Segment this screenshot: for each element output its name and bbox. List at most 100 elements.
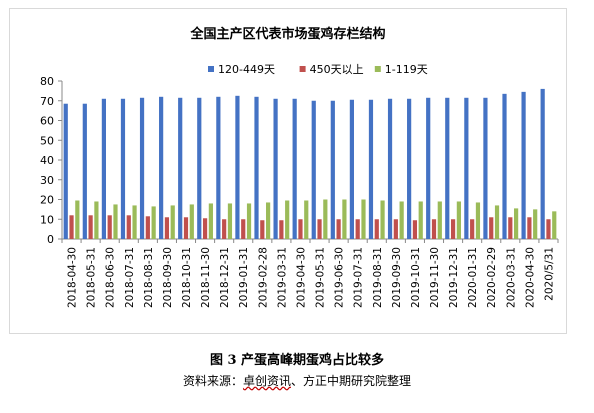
bar-age-120-449 bbox=[139, 97, 145, 239]
x-tick-label: 2019-05-31 bbox=[315, 247, 327, 308]
chart-frame: 全国主产区代表市场蛋鸡存栏结构 0 10 20 30 40 50 60 70 80 2018-04… bbox=[9, 8, 567, 334]
bar-age-450-plus bbox=[374, 219, 379, 239]
bar-age-450-plus bbox=[431, 219, 437, 239]
legend-label: 1-119天 bbox=[385, 63, 428, 76]
bar-age-120-449 bbox=[330, 100, 335, 239]
bar-age-450-plus bbox=[164, 217, 170, 239]
bar-age-120-449 bbox=[407, 98, 412, 240]
x-tick-label: 2020-01-31 bbox=[467, 247, 479, 308]
x-tick-label: 2019-07-31 bbox=[353, 247, 365, 308]
bar-age-120-449 bbox=[368, 99, 374, 239]
x-tick-label: 2018-09-30 bbox=[162, 247, 174, 308]
bar-age-450-plus bbox=[241, 219, 246, 239]
bar-age-120-449 bbox=[311, 100, 316, 239]
y-tick-label: 60 bbox=[40, 115, 54, 128]
bar-age-1-119 bbox=[418, 201, 423, 239]
bar-age-1-119 bbox=[266, 202, 271, 239]
bar-age-1-119 bbox=[380, 200, 385, 239]
x-tick-label: 2018-12-31 bbox=[219, 247, 231, 308]
y-tick-label: 50 bbox=[40, 134, 54, 147]
bar-age-450-plus bbox=[336, 219, 341, 239]
legend-swatch bbox=[374, 66, 381, 72]
chart-title: 全国主产区代表市场蛋鸡存栏结构 bbox=[190, 27, 386, 42]
x-tick-label: 2019-02-28 bbox=[257, 247, 269, 308]
bar-age-1-119 bbox=[208, 203, 213, 239]
bar-age-1-119 bbox=[227, 203, 233, 239]
x-tick-label: 2018-06-30 bbox=[105, 247, 117, 308]
bar-age-1-119 bbox=[533, 209, 538, 239]
x-tick-label: 2019-01-31 bbox=[238, 247, 250, 308]
x-tick-label: 2018-08-31 bbox=[143, 247, 155, 308]
bar-age-1-119 bbox=[437, 201, 442, 239]
bar-age-120-449 bbox=[445, 97, 450, 239]
bar-age-1-119 bbox=[494, 205, 500, 239]
y-tick-label: 40 bbox=[40, 154, 54, 167]
bar-age-120-449 bbox=[159, 96, 164, 239]
bar-age-120-449 bbox=[292, 98, 297, 240]
bar-age-450-plus bbox=[222, 219, 227, 239]
legend-swatch bbox=[299, 66, 306, 72]
y-tick-label: 20 bbox=[40, 194, 54, 207]
bar-age-1-119 bbox=[132, 205, 137, 239]
bar-age-1-119 bbox=[94, 201, 99, 239]
x-tick-label: 2019-11-30 bbox=[429, 247, 441, 308]
bar-age-1-119 bbox=[170, 205, 175, 239]
y-tick-label: 10 bbox=[40, 213, 54, 226]
bar-age-120-449 bbox=[63, 103, 68, 240]
bar-age-450-plus bbox=[126, 215, 131, 239]
y-tick-label: 0 bbox=[47, 233, 54, 246]
bar-age-450-plus bbox=[450, 219, 456, 239]
bar-age-450-plus bbox=[489, 217, 494, 239]
legend-swatch bbox=[208, 66, 214, 72]
bar-age-120-449 bbox=[254, 96, 259, 239]
bar-age-120-449 bbox=[120, 98, 126, 240]
bar-age-120-449 bbox=[216, 96, 221, 239]
bar-age-120-449 bbox=[235, 95, 240, 239]
bar-age-1-119 bbox=[285, 200, 290, 239]
bar-age-120-449 bbox=[387, 98, 393, 240]
x-tick-label: 2019-12-31 bbox=[448, 247, 460, 308]
bar-age-1-119 bbox=[456, 201, 461, 239]
bar-age-1-119 bbox=[75, 200, 80, 239]
bar-age-450-plus bbox=[393, 219, 398, 239]
x-tick-label: 2018-10-31 bbox=[181, 247, 193, 308]
bar-age-120-449 bbox=[540, 88, 545, 240]
source-suffix: 、方正中期研究院整理 bbox=[291, 374, 412, 388]
figure-source: 资料来源：卓创资讯、方正中期研究院整理 bbox=[0, 372, 594, 389]
bar-age-1-119 bbox=[151, 206, 156, 239]
y-tick-label: 70 bbox=[40, 95, 54, 108]
x-tick-label: 2020-03-31 bbox=[505, 247, 517, 308]
y-tick-label: 80 bbox=[40, 75, 54, 88]
figure-caption: 图 3 产蛋高峰期蛋鸡占比较多 bbox=[209, 353, 385, 368]
bar-age-1-119 bbox=[113, 204, 118, 239]
x-tick-label: 2019-09-30 bbox=[391, 247, 403, 308]
x-tick-label: 2019-03-31 bbox=[276, 247, 288, 308]
bar-age-450-plus bbox=[279, 220, 284, 239]
y-tick-label: 30 bbox=[40, 174, 54, 187]
bar-age-450-plus bbox=[527, 217, 532, 239]
bar-age-120-449 bbox=[464, 97, 469, 239]
bar-age-450-plus bbox=[298, 219, 303, 239]
bar-age-450-plus bbox=[470, 219, 475, 239]
bar-age-1-119 bbox=[323, 199, 328, 239]
x-tick-label: 2019-08-31 bbox=[372, 247, 384, 308]
bar-age-120-449 bbox=[273, 98, 278, 240]
x-tick-label: 2019-04-30 bbox=[295, 247, 307, 308]
legend-label: 120-449天 bbox=[218, 63, 275, 76]
bar-age-450-plus bbox=[317, 219, 322, 239]
x-tick-label: 2018-11-30 bbox=[200, 247, 212, 308]
x-tick-label: 2020-02-29 bbox=[486, 247, 498, 308]
bar-age-1-119 bbox=[342, 199, 347, 239]
bar-age-1-119 bbox=[552, 211, 557, 239]
bar-age-450-plus bbox=[202, 218, 208, 239]
x-tick-label: 2018-07-31 bbox=[124, 247, 136, 308]
bar-age-450-plus bbox=[88, 215, 93, 239]
bar-age-120-449 bbox=[197, 97, 202, 239]
bar-age-450-plus bbox=[260, 220, 265, 239]
bar-age-120-449 bbox=[82, 103, 87, 240]
bar-age-120-449 bbox=[521, 91, 526, 239]
bar-age-120-449 bbox=[101, 98, 106, 240]
source-prefix: 资料来源： bbox=[182, 374, 243, 388]
bar-age-450-plus bbox=[183, 217, 189, 239]
bar-age-1-119 bbox=[399, 201, 404, 239]
